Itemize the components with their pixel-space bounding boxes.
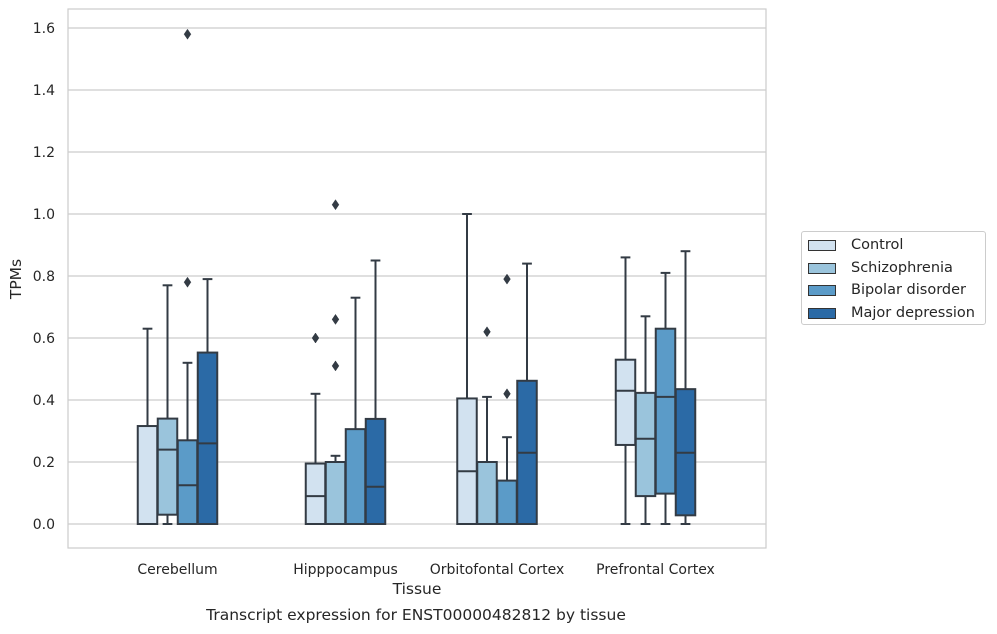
series-major-depression <box>196 250 697 525</box>
y-tick-label: 0.8 <box>33 269 55 285</box>
x-tick-label: Prefrontal Cortex <box>596 562 715 578</box>
box <box>634 391 657 498</box>
box <box>456 397 478 526</box>
y-tick-labels: 0.0 0.2 0.4 0.6 0.8 1.0 1.2 1.4 1.6 <box>33 21 55 533</box>
outlier-point <box>311 332 320 344</box>
outlier-point <box>483 326 491 338</box>
legend-swatch <box>808 285 836 296</box>
box <box>176 439 199 525</box>
box <box>196 351 219 525</box>
legend-swatch <box>808 262 836 274</box>
x-tick-labels: Cerebellum Hipppocampus Orbitofontal Corte… <box>137 562 714 578</box>
legend-label: Bipolar disorder <box>851 282 966 298</box>
box <box>136 425 159 526</box>
outlier-point <box>331 313 340 325</box>
box <box>496 479 518 526</box>
box <box>476 461 498 525</box>
y-tick-label: 1.4 <box>33 83 55 99</box>
legend: Control Schizophrenia Bipolar disorder Majo… <box>801 231 986 325</box>
box <box>344 428 367 526</box>
box-series <box>136 28 697 526</box>
y-tick-label: 0.6 <box>33 331 55 347</box>
outlier-point <box>183 276 192 288</box>
outlier-point <box>331 360 340 372</box>
y-tick-label: 0.4 <box>33 393 55 409</box>
series-schizophrenia <box>156 199 657 525</box>
y-tick-label: 1.2 <box>33 145 55 161</box>
x-axis-label: Tissue <box>392 580 442 598</box>
legend-label: Schizophrenia <box>851 259 953 276</box>
y-tick-label: 0.0 <box>33 517 55 533</box>
plot-frame <box>67 8 767 549</box>
outlier-point <box>331 199 340 211</box>
y-tick-label: 1.0 <box>33 207 55 223</box>
box <box>156 417 179 516</box>
y-tick-label: 0.2 <box>33 455 55 471</box>
legend-swatch <box>808 240 836 251</box>
box <box>304 462 327 525</box>
legend-label: Major depression <box>851 304 975 321</box>
y-tick-label: 1.6 <box>33 21 55 37</box>
legend-label: Control <box>851 237 904 253</box>
box <box>364 417 387 525</box>
outlier-point <box>503 388 511 400</box>
outlier-point <box>183 28 192 40</box>
series-control <box>136 213 637 526</box>
box <box>324 461 347 525</box>
box <box>654 327 677 495</box>
x-tick-label: Hipppocampus <box>293 562 398 578</box>
box <box>614 358 637 446</box>
y-axis-label: TPMs <box>7 259 25 300</box>
x-tick-label: Orbitofontal Cortex <box>430 562 565 578</box>
x-tick-label: Cerebellum <box>137 562 217 578</box>
legend-swatch <box>808 307 836 319</box>
chart-caption: Transcript expression for ENST0000048281… <box>206 606 626 624</box>
outlier-point <box>503 273 511 285</box>
series-bipolar-disorder <box>176 28 677 526</box>
